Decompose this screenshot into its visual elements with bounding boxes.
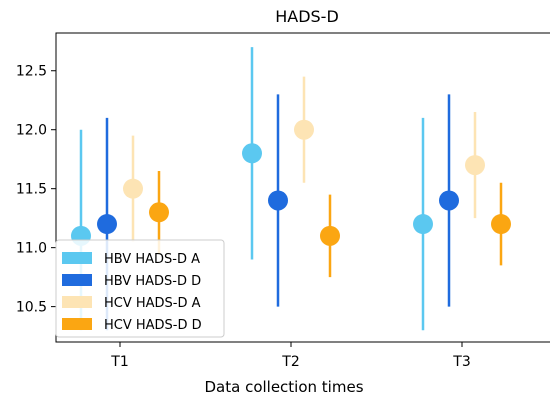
data-point bbox=[242, 143, 262, 164]
legend-swatch bbox=[62, 274, 92, 286]
legend-label: HCV HADS-D D bbox=[104, 318, 202, 333]
x-axis-label: Data collection times bbox=[204, 378, 363, 396]
x-axis: T1 T2 T3 bbox=[110, 342, 471, 370]
y-tick-label: 10.5 bbox=[16, 300, 47, 316]
series-2 bbox=[97, 94, 459, 331]
y-tick-label: 11.0 bbox=[16, 241, 47, 257]
x-tick-label: T2 bbox=[281, 354, 299, 370]
y-tick-label: 11.5 bbox=[16, 182, 47, 198]
legend-label: HCV HADS-D A bbox=[104, 296, 201, 311]
legend-label: HBV HADS-D D bbox=[104, 274, 201, 289]
chart-title: HADS-D bbox=[275, 7, 339, 26]
data-point bbox=[320, 225, 340, 246]
x-tick-label: T1 bbox=[110, 354, 128, 370]
data-point bbox=[294, 119, 314, 140]
data-point bbox=[465, 155, 485, 176]
y-tick-label: 12.0 bbox=[16, 123, 47, 139]
data-point bbox=[97, 214, 117, 235]
y-axis: 10.5 11.0 11.5 12.0 12.5 bbox=[16, 64, 56, 316]
legend-swatch bbox=[62, 252, 92, 264]
data-point bbox=[413, 214, 433, 235]
plot-area bbox=[55, 32, 550, 343]
series-4 bbox=[149, 170, 511, 278]
legend: HBV HADS-D A HBV HADS-D D HCV HADS-D A HCV … bbox=[55, 239, 225, 338]
data-point bbox=[149, 202, 169, 223]
series-3 bbox=[123, 76, 485, 242]
legend-frame bbox=[55, 239, 225, 338]
data-point bbox=[439, 190, 459, 211]
legend-label: HBV HADS-D A bbox=[104, 252, 200, 267]
data-point bbox=[491, 214, 511, 235]
plot-frame bbox=[55, 32, 550, 343]
legend-swatch bbox=[62, 318, 92, 330]
x-tick-label: T3 bbox=[452, 354, 470, 370]
data-point bbox=[268, 190, 288, 211]
data-point bbox=[123, 178, 143, 199]
y-tick-label: 12.5 bbox=[16, 64, 47, 80]
legend-swatch bbox=[62, 296, 92, 308]
